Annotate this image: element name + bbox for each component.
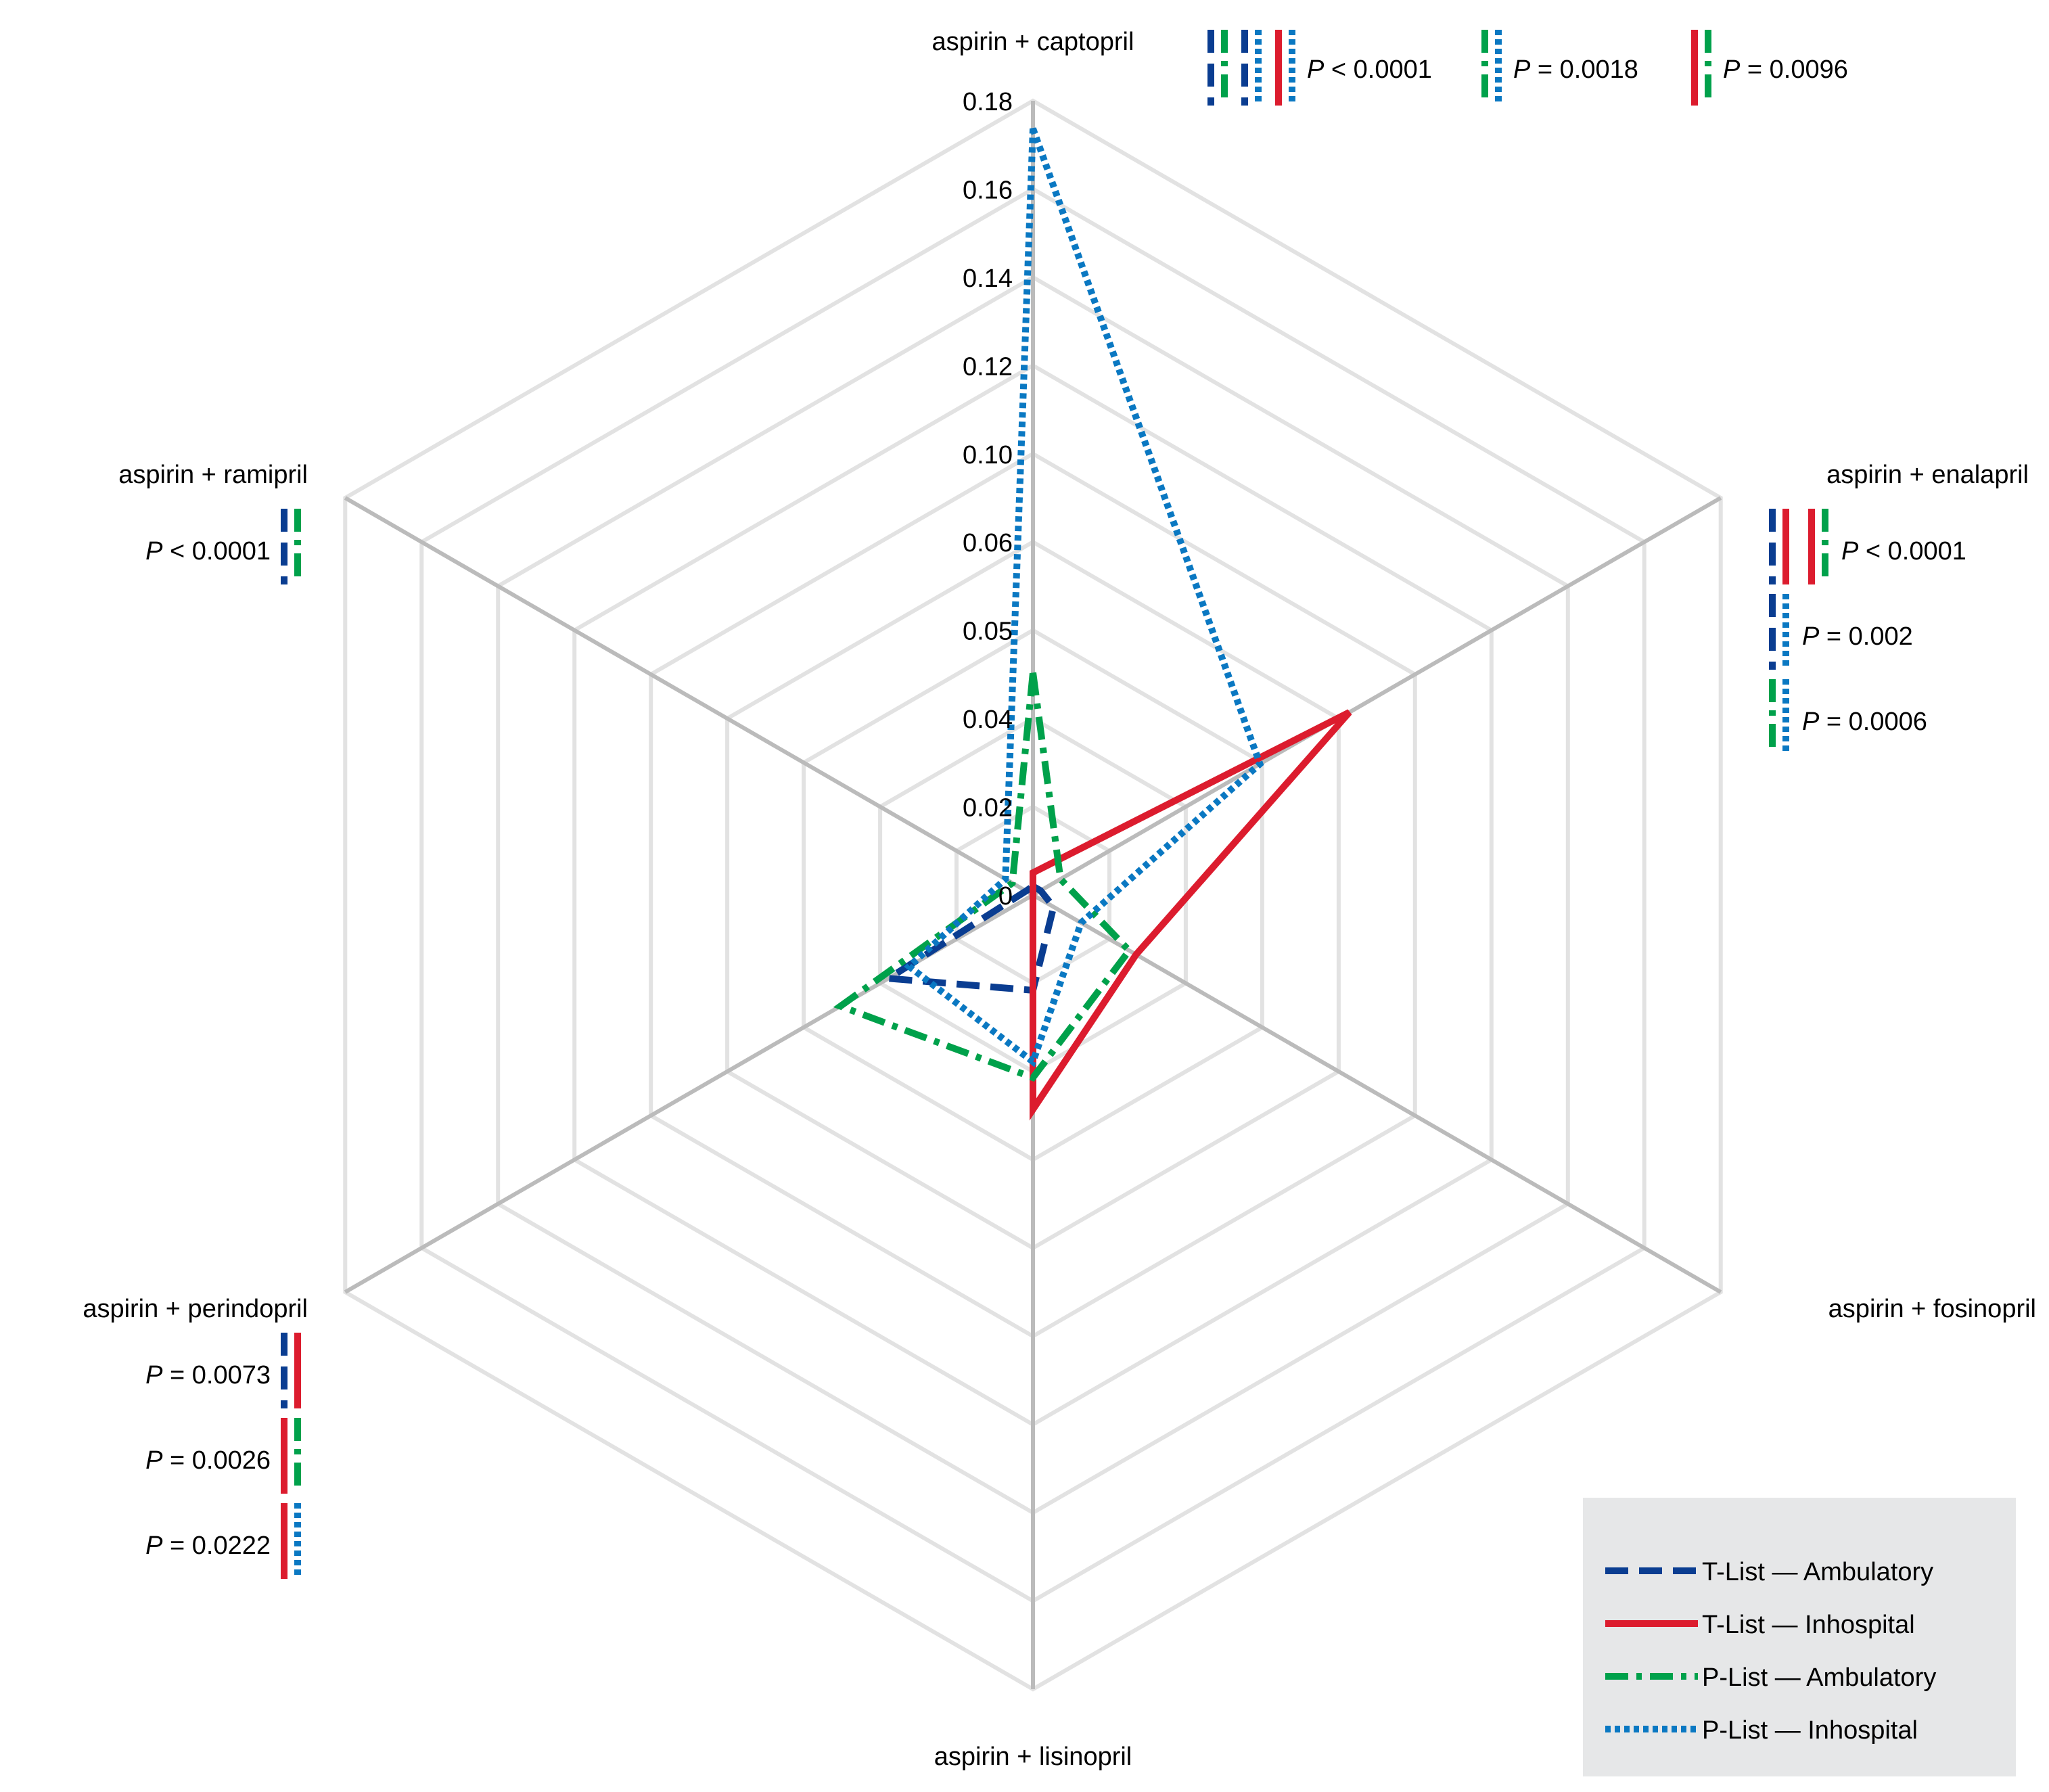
significance-pair-marker <box>1769 679 1789 755</box>
legend-label: P-List — Ambulatory <box>1702 1663 1936 1692</box>
tick-label: 0 <box>998 882 1013 911</box>
tick-label: 0.02 <box>963 794 1013 823</box>
p-value-label: P = 0.0026 <box>145 1446 271 1475</box>
radar-tick-labels: 0 0.02 0.04 0.05 0.06 0.10 0.12 0.14 0.16 0.18 <box>963 88 1013 911</box>
spoke-aspirin-ramipril <box>344 496 1034 897</box>
significance-pair-marker <box>1691 30 1711 106</box>
significance-pair-marker <box>281 1333 301 1408</box>
p-value-label: P < 0.0001 <box>1307 55 1432 84</box>
significance-pair-marker <box>281 509 301 584</box>
spoke-aspirin-enalapril <box>1032 496 1722 897</box>
tick-label: 0.18 <box>963 88 1013 116</box>
series-t-list-inhospital <box>1030 709 1352 1121</box>
p-value-label: P < 0.0001 <box>145 537 271 566</box>
series-p-list-ambulatory <box>833 672 1134 1082</box>
p-value-label: P = 0.0006 <box>1802 708 1927 736</box>
spoke-aspirin-fosinopril <box>1032 893 1722 1294</box>
tick-label: 0.14 <box>963 265 1013 293</box>
significance-pair-marker <box>281 1503 301 1579</box>
axis-label-aspirin-lisinopril: aspirin + lisinopril <box>934 1743 1132 1771</box>
significance-pair-marker <box>281 1418 301 1494</box>
series-p-list-inhospital <box>904 127 1264 1067</box>
significance-pair-marker <box>1481 30 1502 106</box>
axis-label-aspirin-ramipril: aspirin + ramipril <box>118 461 308 489</box>
significance-pair-marker <box>1769 594 1789 670</box>
legend-label: T-List — Inhospital <box>1702 1611 1915 1639</box>
p-value-label: P = 0.0096 <box>1723 55 1848 84</box>
p-value-label: P = 0.0222 <box>145 1532 271 1560</box>
significance-pair-marker <box>1769 509 1789 584</box>
tick-label: 0.04 <box>963 706 1013 734</box>
pvalue-annotations: P < 0.0001 P = 0.0018 P = 0.0096 P < 0.0001… <box>145 30 1966 1579</box>
chart-legend: T-List — Ambulatory T-List — Inhospital P-… <box>1583 1498 2016 1776</box>
radar-axis-labels: aspirin + captopril aspirin + enalapril as… <box>83 28 2036 1771</box>
radar-spokes <box>344 101 1722 1689</box>
series-t-list-ambulatory <box>878 882 1057 994</box>
tick-label: 0.06 <box>963 529 1013 557</box>
spoke-aspirin-perindopril <box>344 893 1034 1294</box>
p-value-label: P = 0.0018 <box>1513 55 1638 84</box>
radar-series <box>833 127 1352 1121</box>
tick-label: 0.10 <box>963 441 1013 469</box>
axis-label-aspirin-enalapril: aspirin + enalapril <box>1826 461 2029 489</box>
legend-label: T-List — Ambulatory <box>1702 1558 1933 1586</box>
axis-label-aspirin-perindopril: aspirin + perindopril <box>83 1295 308 1323</box>
p-value-label: P = 0.0073 <box>145 1361 271 1389</box>
p-value-label: P < 0.0001 <box>1841 537 1966 566</box>
axis-label-aspirin-fosinopril: aspirin + fosinopril <box>1828 1295 2036 1323</box>
tick-label: 0.16 <box>963 176 1013 204</box>
significance-pair-marker <box>1808 509 1828 584</box>
tick-label: 0.12 <box>963 352 1013 381</box>
significance-pair-marker <box>1241 30 1262 106</box>
axis-label-aspirin-captopril: aspirin + captopril <box>932 28 1134 56</box>
significance-pair-marker <box>1207 30 1228 106</box>
legend-label: P-List — Inhospital <box>1702 1716 1918 1745</box>
tick-label: 0.05 <box>963 618 1013 646</box>
p-value-label: P = 0.002 <box>1802 622 1913 651</box>
significance-pair-marker <box>1275 30 1295 106</box>
